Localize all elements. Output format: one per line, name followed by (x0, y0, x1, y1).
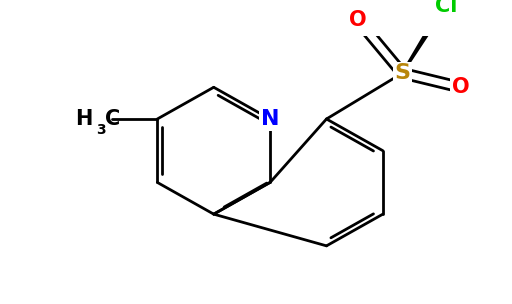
Text: O: O (349, 10, 367, 30)
Text: Cl: Cl (435, 0, 458, 16)
Text: S: S (394, 63, 410, 83)
Text: N: N (261, 109, 280, 129)
Text: H: H (75, 109, 92, 129)
Text: O: O (452, 77, 469, 97)
Text: C: C (105, 109, 121, 129)
Text: 3: 3 (96, 123, 105, 137)
